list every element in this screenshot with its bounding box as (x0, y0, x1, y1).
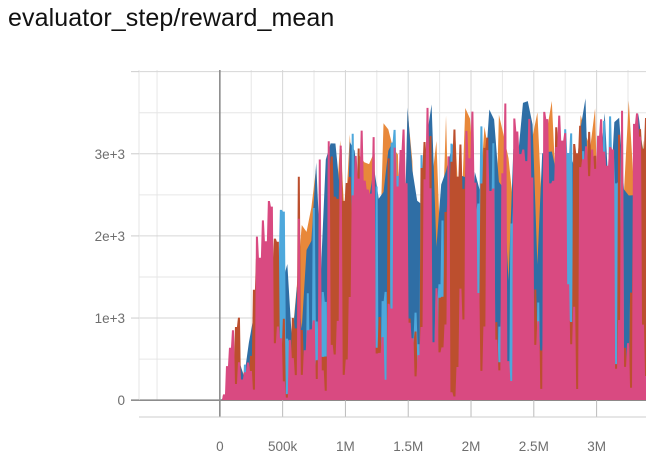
svg-text:3M: 3M (587, 439, 606, 454)
svg-text:0: 0 (117, 393, 125, 408)
svg-text:500k: 500k (268, 439, 298, 454)
svg-text:1.5M: 1.5M (393, 439, 423, 454)
svg-text:3e+3: 3e+3 (95, 147, 125, 162)
svg-text:2M: 2M (462, 439, 481, 454)
svg-text:2e+3: 2e+3 (95, 229, 125, 244)
svg-text:0: 0 (216, 439, 224, 454)
svg-text:1M: 1M (336, 439, 355, 454)
svg-text:1e+3: 1e+3 (95, 311, 125, 326)
svg-text:2.5M: 2.5M (519, 439, 549, 454)
